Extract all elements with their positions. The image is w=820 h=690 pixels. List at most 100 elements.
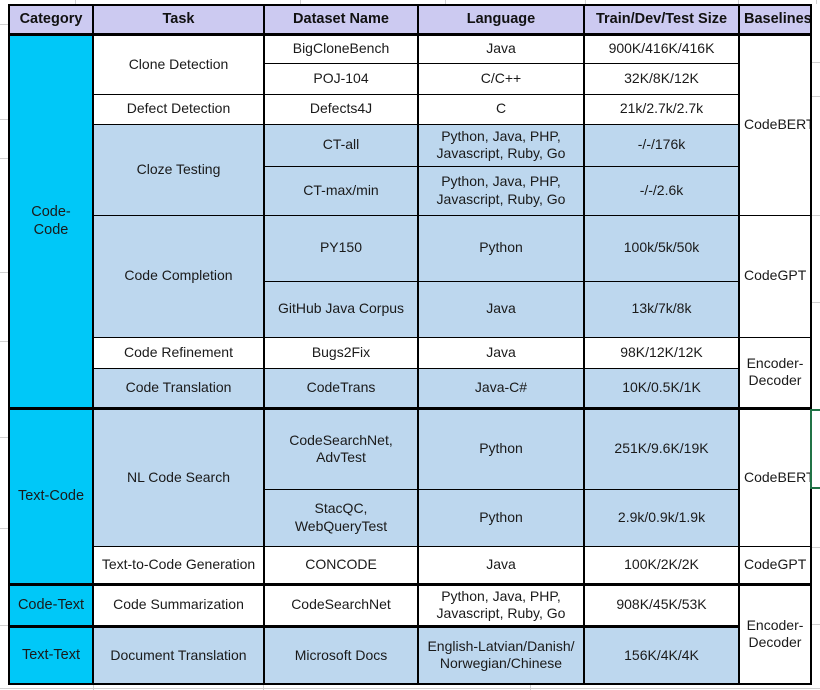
dataset-benchmark-table: Category Task Dataset Name Language Trai… xyxy=(8,4,812,685)
task-cell[interactable]: Document Translation xyxy=(92,624,265,685)
gridline xyxy=(812,547,820,548)
size-cell[interactable]: -/-/176k xyxy=(583,123,740,167)
size-cell[interactable]: -/-/2.6k xyxy=(583,165,740,216)
language-cell[interactable]: Python xyxy=(417,406,585,490)
gridline xyxy=(812,62,820,63)
active-cell-selection[interactable] xyxy=(810,409,820,489)
header-row: Category Task Dataset Name Language Trai… xyxy=(8,4,812,35)
baseline-cell[interactable]: CodeGPT xyxy=(738,214,812,338)
task-cell[interactable]: Cloze Testing xyxy=(92,123,265,216)
task-cell[interactable]: Code Refinement xyxy=(92,336,265,369)
size-cell[interactable]: 32K/8K/12K xyxy=(583,62,740,95)
language-cell[interactable]: C xyxy=(417,93,585,125)
gridline xyxy=(812,624,820,625)
baseline-cell[interactable]: CodeBERT xyxy=(738,32,812,216)
baseline-cell[interactable]: CodeGPT xyxy=(738,545,812,585)
dataset-cell[interactable]: PY150 xyxy=(263,214,419,282)
gridline xyxy=(0,688,820,689)
category-cell-code-text[interactable]: Code-Text xyxy=(8,582,94,627)
gridline xyxy=(0,437,8,438)
gridline xyxy=(0,24,8,25)
baseline-cell[interactable]: Encoder-Decoder xyxy=(738,582,812,685)
size-cell[interactable]: 100K/2K/2K xyxy=(583,545,740,585)
dataset-cell[interactable]: Microsoft Docs xyxy=(263,624,419,685)
language-cell[interactable]: Python xyxy=(417,488,585,547)
dataset-cell[interactable]: StacQC, WebQueryTest xyxy=(263,488,419,547)
size-cell[interactable]: 156K/4K/4K xyxy=(583,624,740,685)
category-cell-text-text[interactable]: Text-Text xyxy=(8,624,94,685)
dataset-cell[interactable]: CodeSearchNet xyxy=(263,582,419,627)
column-header-dataset-name[interactable]: Dataset Name xyxy=(263,4,419,35)
table-row: Code Completion PY150 Python 100k/5k/50k… xyxy=(9,214,812,338)
gridline xyxy=(0,272,8,273)
gridline xyxy=(585,0,586,4)
task-cell[interactable]: Defect Detection xyxy=(92,93,265,125)
task-cell[interactable]: Code Summarization xyxy=(92,582,265,627)
table-row: Text-Text Document Translation Microsoft… xyxy=(8,624,811,685)
gridline xyxy=(0,625,8,626)
table-row: Code-Text Code Summarization CodeSearchN… xyxy=(8,582,812,685)
column-header-baselines[interactable]: Baselines xyxy=(738,4,812,35)
task-cell[interactable]: Code Translation xyxy=(92,367,265,409)
gridline xyxy=(445,0,446,4)
table-row: GitHub Java Corpus Java 13k/7k/8k xyxy=(9,280,811,338)
dataset-cell[interactable]: CT-max/min xyxy=(263,165,419,216)
task-cell[interactable]: Text-to-Code Generation xyxy=(92,545,265,585)
task-cell[interactable]: Clone Detection xyxy=(92,32,265,95)
language-cell[interactable]: Python xyxy=(417,214,585,282)
gridline xyxy=(812,96,820,97)
column-header-language[interactable]: Language xyxy=(417,4,585,35)
language-cell[interactable]: Java-C# xyxy=(417,367,585,409)
gridline xyxy=(263,684,264,690)
dataset-cell[interactable]: CT-all xyxy=(263,123,419,167)
language-cell[interactable]: Python, Java, PHP, Javascript, Ruby, Go xyxy=(417,582,585,627)
category-cell-code-code[interactable]: Code-Code xyxy=(8,32,94,409)
dataset-cell[interactable]: Bugs2Fix xyxy=(263,336,419,369)
dataset-cell[interactable]: BigCloneBench xyxy=(263,32,419,64)
table-row: Text-to-Code Generation CONCODE Java 100… xyxy=(9,545,812,585)
size-cell[interactable]: 900K/416K/416K xyxy=(583,32,740,64)
table-row: Code Translation CodeTrans Java-C# 10K/0… xyxy=(9,367,811,409)
gridline xyxy=(0,119,8,120)
size-cell[interactable]: 98K/12K/12K xyxy=(583,336,740,369)
size-cell[interactable]: 13k/7k/8k xyxy=(583,280,740,338)
task-cell[interactable]: NL Code Search xyxy=(92,406,265,547)
size-cell[interactable]: 908K/45K/53K xyxy=(583,582,740,627)
table-row: Cloze Testing CT-all Python, Java, PHP, … xyxy=(9,123,811,216)
size-cell[interactable]: 251K/9.6K/19K xyxy=(583,406,740,490)
table-row: Defect Detection Defects4J C 21k/2.7k/2.… xyxy=(9,93,811,125)
language-cell[interactable]: Java xyxy=(417,32,585,64)
language-cell[interactable]: English-Latvian/Danish/Norwegian/Chinese xyxy=(417,624,585,685)
gridline xyxy=(812,302,820,303)
size-cell[interactable]: 2.9k/0.9k/1.9k xyxy=(583,488,740,547)
dataset-cell[interactable]: Defects4J xyxy=(263,93,419,125)
dataset-cell[interactable]: POJ-104 xyxy=(263,62,419,95)
language-cell[interactable]: Python, Java, PHP, Javascript, Ruby, Go xyxy=(417,123,585,167)
language-cell[interactable]: Java xyxy=(417,336,585,369)
table-row: Code-Code Clone Detection BigCloneBench … xyxy=(8,32,812,409)
category-cell-text-code[interactable]: Text-Code xyxy=(8,406,94,585)
gridline xyxy=(93,684,94,690)
column-header-size[interactable]: Train/Dev/Test Size xyxy=(583,4,740,35)
language-cell[interactable]: Java xyxy=(417,545,585,585)
table-row: Text-Code NL Code Search CodeSearchNet, … xyxy=(8,406,812,585)
dataset-cell[interactable]: GitHub Java Corpus xyxy=(263,280,419,338)
dataset-cell[interactable]: CONCODE xyxy=(263,545,419,585)
language-cell[interactable]: Java xyxy=(417,280,585,338)
size-cell[interactable]: 10K/0.5K/1K xyxy=(583,367,740,409)
column-header-category[interactable]: Category xyxy=(8,4,94,35)
size-cell[interactable]: 21k/2.7k/2.7k xyxy=(583,93,740,125)
dataset-cell[interactable]: CodeSearchNet, AdvTest xyxy=(263,406,419,490)
gridline xyxy=(75,0,76,4)
gridline xyxy=(0,528,8,529)
column-header-task[interactable]: Task xyxy=(92,4,265,35)
dataset-cell[interactable]: CodeTrans xyxy=(263,367,419,409)
task-cell[interactable]: Code Completion xyxy=(92,214,265,338)
language-cell[interactable]: Python, Java, PHP, Javascript, Ruby, Go xyxy=(417,165,585,216)
gridline xyxy=(812,215,820,216)
baseline-cell[interactable]: CodeBERT xyxy=(738,406,812,547)
gridline xyxy=(530,684,531,690)
language-cell[interactable]: C/C++ xyxy=(417,62,585,95)
baseline-cell[interactable]: Encoder-Decoder xyxy=(738,336,812,409)
size-cell[interactable]: 100k/5k/50k xyxy=(583,214,740,282)
